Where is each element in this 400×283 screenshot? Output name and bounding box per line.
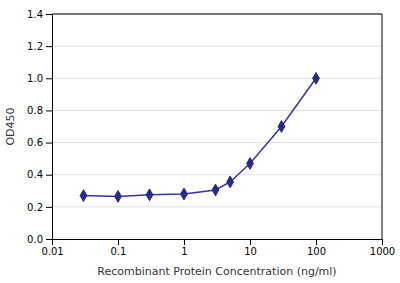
x-tick-mark [250, 239, 251, 245]
point [115, 191, 122, 203]
y-tick: 0.2 [27, 202, 52, 213]
y-axis-title: OD450 [4, 107, 17, 145]
point [181, 188, 188, 200]
y-tick-mark [46, 78, 52, 79]
point [80, 190, 87, 202]
point [313, 72, 320, 84]
grid-line [52, 78, 382, 79]
y-tick-label: 0.0 [27, 234, 43, 245]
x-axis-line [53, 240, 383, 246]
point [247, 158, 254, 170]
y-tick-mark [46, 14, 52, 15]
y-tick-label: 1.2 [27, 41, 43, 52]
grid-line [52, 14, 382, 15]
grid-line [52, 46, 382, 47]
y-tick-label: 1.0 [27, 73, 43, 84]
grid-line [52, 142, 382, 143]
x-tick-label: 1 [181, 246, 187, 257]
x-tick: 1 [181, 239, 187, 257]
grid-line [52, 206, 382, 207]
y-tick-label: 0.4 [27, 169, 43, 180]
y-tick: 0.6 [27, 137, 52, 148]
y-tick-label: 1.4 [27, 9, 43, 20]
point [278, 121, 285, 133]
y-tick: 1.4 [27, 9, 52, 20]
y-tick-mark [46, 110, 52, 111]
point [227, 176, 234, 188]
y-tick: 0.8 [27, 105, 52, 116]
y-axis-line [46, 15, 53, 240]
frame-right [382, 14, 383, 239]
x-tick-mark [118, 239, 119, 245]
frame-top [52, 14, 382, 15]
x-tick-mark [316, 239, 317, 245]
x-tick-mark [382, 239, 383, 245]
x-axis: 0.01 0.1 1 10 100 1000 [41, 239, 395, 257]
x-tick: 100 [307, 239, 326, 257]
x-tick-label: 0.01 [41, 246, 63, 257]
point [212, 184, 219, 196]
y-tick: 0.0 [27, 234, 52, 245]
x-axis-title: Recombinant Protein Concentration (ng/ml… [97, 265, 336, 278]
y-tick: 1.2 [27, 41, 52, 52]
x-tick-mark [184, 239, 185, 245]
y-tick-mark [46, 207, 52, 208]
x-tick: 0.01 [41, 239, 63, 257]
x-tick-label: 0.1 [111, 246, 127, 257]
line [83, 78, 316, 196]
grid-line [52, 110, 382, 111]
y-tick-mark [46, 143, 52, 144]
y-tick-label: 0.2 [27, 202, 43, 213]
x-tick: 0.1 [111, 239, 127, 257]
x-tick-label: 100 [307, 246, 326, 257]
chart: 0.01 0.1 1 10 100 1000 0.0 0.2 0.4 0.6 0.8 1.0 1.2 1.… [0, 0, 400, 283]
y-tick-label: 0.8 [27, 105, 43, 116]
point [146, 189, 153, 201]
y-tick: 0.4 [27, 169, 52, 180]
y-axis: 0.0 0.2 0.4 0.6 0.8 1.0 1.2 1.4 [27, 9, 52, 245]
y-tick: 1.0 [27, 73, 52, 84]
x-tick: 1000 [370, 239, 395, 257]
marks [80, 72, 319, 202]
grid-line [52, 174, 382, 175]
y-tick-mark [46, 239, 52, 240]
y-tick-label: 0.6 [27, 137, 43, 148]
plot: 0.01 0.1 1 10 100 1000 0.0 0.2 0.4 0.6 0.8 1.0 1.2 1.… [27, 9, 395, 257]
grid [52, 14, 382, 239]
x-tick-label: 1000 [370, 246, 395, 257]
x-tick: 10 [244, 239, 257, 257]
y-tick-mark [46, 175, 52, 176]
x-tick-label: 10 [244, 246, 257, 257]
y-tick-mark [46, 46, 52, 47]
